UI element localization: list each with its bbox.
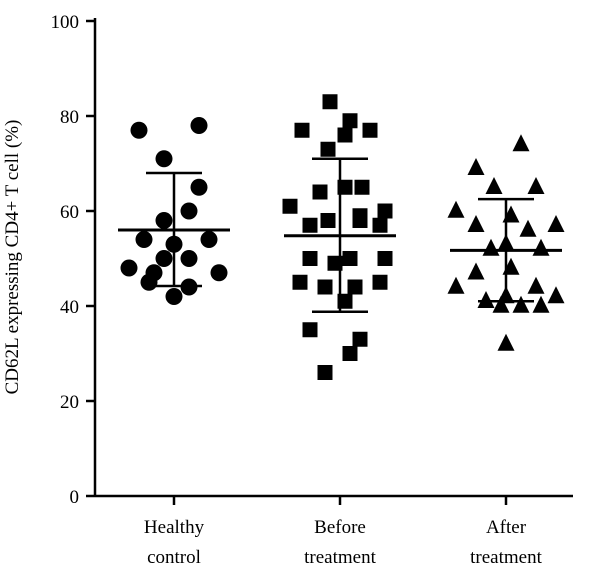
data-point-circle <box>135 231 153 248</box>
data-point-triangle <box>482 238 500 256</box>
data-point-square <box>372 274 388 290</box>
data-point-circle <box>140 273 158 291</box>
data-point-circle <box>200 231 218 248</box>
data-point-triangle <box>447 276 465 294</box>
data-point-circle <box>190 178 208 196</box>
data-point-circle <box>130 121 148 139</box>
data-point-circle <box>120 259 138 277</box>
data-point-square <box>342 251 358 266</box>
data-point-triangle <box>497 333 515 351</box>
data-point-circle <box>155 212 173 229</box>
data-point-circle <box>180 202 198 220</box>
data-point-circle <box>210 264 228 282</box>
data-point-square <box>347 279 363 295</box>
y-tick-label: 20 <box>60 392 79 413</box>
data-point-square <box>282 198 298 214</box>
data-point-square <box>302 251 318 266</box>
data-point-triangle <box>492 295 510 313</box>
x-category-label: After <box>486 517 527 538</box>
data-point-square <box>320 141 336 157</box>
data-point-square <box>294 122 310 138</box>
y-ticks: 0 20 40 60 80 100 <box>51 12 95 508</box>
data-point-square <box>320 213 336 228</box>
x-ticks: Healthy control Before treatment After treatm… <box>144 496 543 568</box>
y-tick-label: 60 <box>60 202 79 223</box>
data-point-triangle <box>547 215 565 233</box>
data-point-square <box>352 213 368 228</box>
data-point-square <box>317 365 333 380</box>
data-point-square <box>302 217 318 233</box>
data-point-square <box>352 331 368 347</box>
data-point-triangle <box>532 238 550 256</box>
data-point-square <box>322 94 338 110</box>
data-point-triangle <box>467 215 485 233</box>
data-point-square <box>337 127 353 143</box>
data-point-square <box>302 322 318 338</box>
data-point-triangle <box>467 158 485 176</box>
data-point-square <box>354 179 370 195</box>
x-category-label: Healthy <box>144 517 205 538</box>
data-point-square <box>362 122 378 138</box>
data-point-triangle <box>527 276 545 294</box>
data-point-square <box>342 346 358 361</box>
x-category-label: treatment <box>304 547 376 568</box>
data-point-triangle <box>519 219 537 237</box>
data-point-triangle <box>512 295 530 313</box>
y-tick-label: 40 <box>60 297 79 318</box>
data-point-square <box>292 274 308 290</box>
x-category-label: Before <box>314 517 366 538</box>
data-point-square <box>377 203 393 219</box>
data-point-triangle <box>447 200 465 218</box>
data-point-square <box>317 279 333 295</box>
data-point-triangle <box>467 262 485 280</box>
data-point-square <box>372 217 388 233</box>
data-point-square <box>312 184 328 200</box>
data-point-circle <box>165 288 183 305</box>
data-point-circle <box>190 117 208 134</box>
data-point-triangle <box>477 291 495 309</box>
data-point-square <box>342 113 358 129</box>
x-category-label: control <box>147 547 201 568</box>
data-point-circle <box>155 250 173 267</box>
data-point-triangle <box>512 134 530 152</box>
y-tick-label: 80 <box>60 107 79 128</box>
data-point-triangle <box>532 295 550 313</box>
y-tick-label: 0 <box>70 487 80 508</box>
data-point-circle <box>155 150 173 168</box>
data-point-circle <box>180 250 198 267</box>
data-point-triangle <box>527 177 545 195</box>
data-point-square <box>377 251 393 266</box>
x-category-label: treatment <box>470 547 542 568</box>
y-tick-label: 100 <box>51 12 80 33</box>
y-axis-title: CD62L expressing CD4+ T cell (%) <box>2 120 23 395</box>
data-point-triangle <box>547 286 565 304</box>
data-point-triangle <box>485 177 503 195</box>
mean-sd-bars <box>118 157 562 313</box>
